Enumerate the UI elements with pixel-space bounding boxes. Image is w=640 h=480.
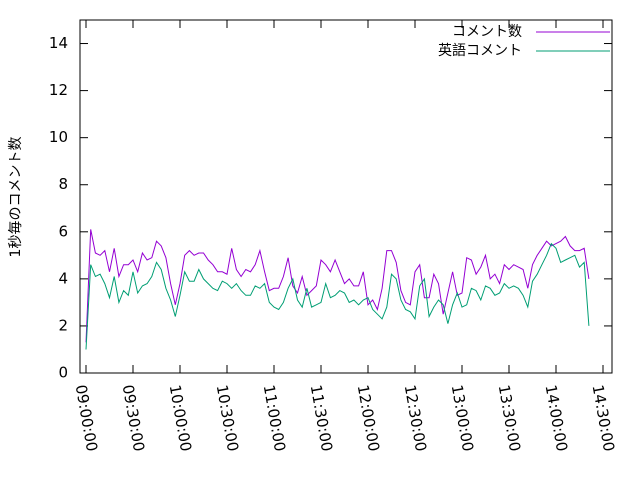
y-tick-label: 6: [58, 222, 68, 240]
y-tick-label: 0: [58, 364, 68, 382]
y-tick-label: 10: [49, 128, 68, 146]
series-line: [85, 242, 590, 350]
x-tick-label: 11:30:00: [307, 383, 336, 452]
y-tick-label: 12: [49, 81, 68, 99]
legend-label: 英語コメント: [438, 42, 522, 59]
x-tick-label: 13:30:00: [495, 383, 524, 452]
y-tick-label: 2: [58, 316, 68, 334]
x-tick-label: 12:00:00: [354, 383, 383, 452]
y-tick-label: 4: [58, 269, 68, 287]
x-tick-label: 12:30:00: [401, 383, 430, 452]
y-tick-label: 14: [49, 34, 68, 52]
x-tick-label: 14:00:00: [542, 383, 571, 452]
x-tick-label: 09:00:00: [72, 383, 101, 452]
legend-label: コメント数: [452, 24, 522, 40]
x-tick-label: 11:00:00: [260, 383, 289, 452]
x-tick-label: 13:00:00: [448, 383, 477, 452]
series-line: [85, 229, 590, 343]
y-axis-label: 1秒毎のコメント数: [8, 137, 24, 258]
y-tick-label: 8: [58, 175, 68, 193]
x-tick-label: 10:30:00: [213, 383, 242, 452]
x-tick-label: 09:30:00: [119, 383, 148, 452]
x-tick-label: 10:00:00: [166, 383, 195, 452]
plot-border: [79, 19, 613, 374]
x-tick-label: 14:30:00: [589, 383, 618, 452]
